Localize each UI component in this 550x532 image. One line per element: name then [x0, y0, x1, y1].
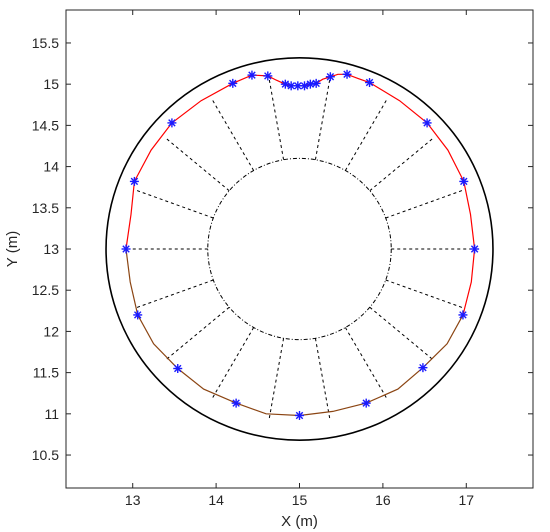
x-tick-label: 17 — [458, 492, 474, 508]
data-point — [167, 118, 177, 128]
data-point-stroke — [343, 70, 351, 79]
data-point-stroke — [248, 71, 256, 79]
data-point — [295, 410, 304, 420]
data-point-stroke — [470, 245, 479, 253]
data-point — [263, 71, 273, 81]
x-tick-label: 14 — [208, 492, 224, 508]
data-point-stroke — [365, 78, 374, 87]
data-point — [133, 310, 143, 320]
data-point — [173, 364, 183, 373]
data-point-stroke — [326, 73, 335, 81]
y-axis-label: Y (m) — [4, 231, 21, 267]
data-point-stroke — [174, 364, 182, 373]
data-point — [121, 244, 131, 254]
y-tick-label: 12 — [43, 323, 59, 339]
data-point-stroke — [232, 399, 240, 407]
radial-line — [268, 78, 285, 160]
data-point — [470, 244, 480, 254]
data-point — [311, 78, 321, 88]
data-point-stroke — [130, 177, 139, 186]
radial-line — [385, 279, 465, 309]
radial-line — [211, 327, 255, 400]
data-point — [231, 398, 241, 408]
data-point-stroke — [264, 72, 272, 80]
radial-line — [134, 279, 214, 309]
plot-area — [65, 9, 534, 489]
data-point-stroke — [362, 399, 370, 407]
y-tick-label: 15.5 — [32, 35, 59, 51]
data-point-stroke — [294, 82, 302, 90]
data-point-stroke — [122, 245, 130, 253]
y-tick-label: 14 — [43, 159, 59, 175]
data-point-stroke — [459, 311, 467, 319]
y-tick-label: 11 — [44, 406, 59, 422]
y-tick-label: 13.5 — [32, 200, 59, 216]
data-point-stroke — [423, 119, 431, 127]
data-point — [459, 176, 469, 186]
radial-line — [369, 137, 434, 192]
data-point-stroke — [419, 363, 427, 372]
data-point — [325, 72, 335, 82]
data-point — [300, 81, 310, 91]
x-tick-label: 13 — [125, 492, 141, 508]
y-tick-label: 12.5 — [32, 282, 59, 298]
y-tick-label: 13 — [43, 241, 59, 257]
data-point — [418, 363, 428, 373]
y-tick-label: 11.5 — [33, 365, 59, 381]
data-point-stroke — [306, 80, 315, 88]
x-tick-label: 15 — [292, 492, 308, 508]
data-point-stroke — [460, 177, 468, 186]
x-axis-label: X (m) — [281, 513, 318, 530]
radial-line — [165, 137, 230, 192]
series-line — [125, 248, 464, 417]
data-point — [342, 69, 352, 79]
data-point — [228, 78, 238, 88]
data-point — [422, 118, 432, 128]
radial-line — [369, 306, 434, 361]
axis-ticks: 13 14 15 16 17 10.5 11 11.5 12 12.5 13 13.5 14 14.5 15… — [32, 10, 533, 508]
radial-line — [344, 98, 388, 171]
radial-line — [211, 98, 255, 171]
data-point — [247, 70, 257, 80]
data-point — [458, 310, 468, 320]
circle-geometry — [105, 57, 494, 441]
y-tick-label: 10.5 — [32, 447, 59, 463]
data-point-stroke — [295, 411, 304, 420]
data-point-stroke — [168, 119, 176, 127]
outer-circle — [105, 57, 494, 441]
radial-line — [314, 78, 331, 160]
x-tick-label: 16 — [375, 492, 391, 508]
y-tick-label: 14.5 — [32, 117, 59, 133]
radial-line — [268, 338, 285, 420]
radial-line — [385, 189, 465, 219]
data-point-stroke — [229, 79, 237, 88]
radial-line — [165, 306, 230, 361]
radial-line — [134, 189, 214, 219]
inner-circle — [207, 157, 392, 341]
radial-line — [344, 327, 388, 400]
data-point — [305, 79, 315, 89]
data-point — [361, 398, 371, 408]
data-markers — [121, 69, 480, 420]
data-point — [129, 176, 139, 186]
y-tick-label: 15 — [43, 76, 59, 92]
data-point — [365, 78, 375, 88]
data-point-stroke — [281, 80, 290, 88]
data-point — [280, 79, 290, 89]
data-point-stroke — [312, 79, 320, 88]
radial-line — [314, 338, 331, 420]
data-point-stroke — [287, 82, 295, 90]
data-point-stroke — [133, 311, 142, 319]
